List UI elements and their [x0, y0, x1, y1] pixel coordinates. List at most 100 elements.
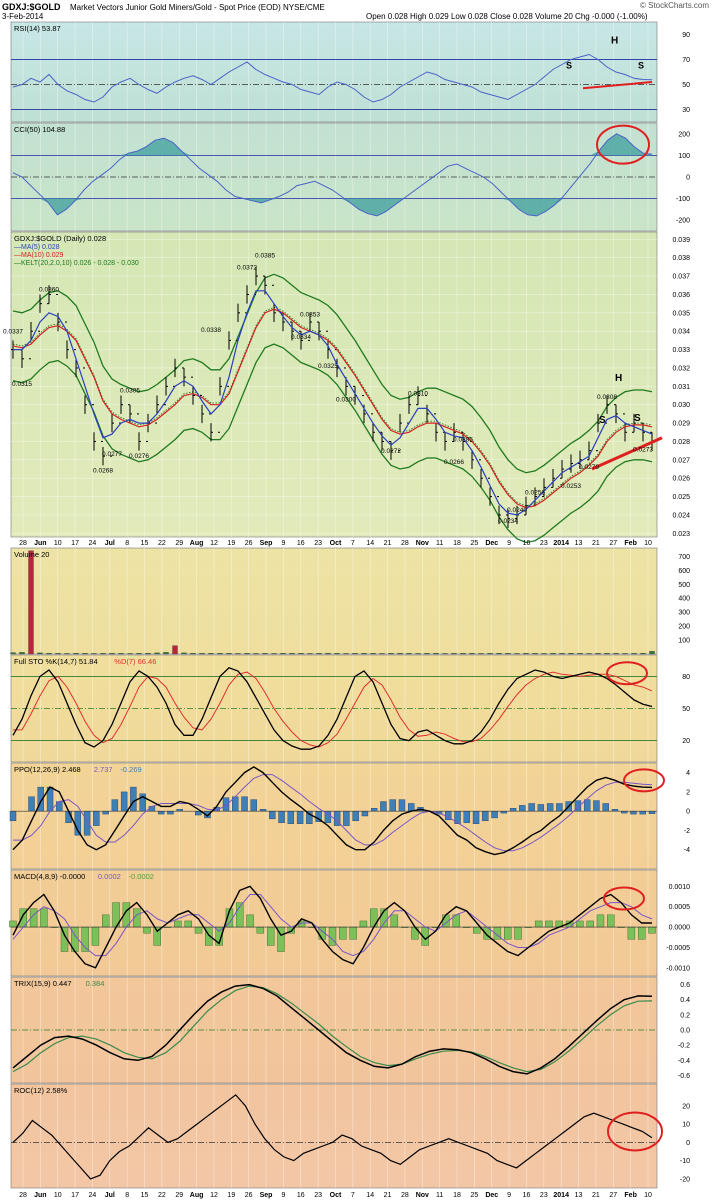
macd-highlight-circle [603, 886, 645, 911]
ppo-histogram-bar [583, 799, 591, 812]
price-x-axis-labels: 28 Jun 10 17 24 Jul 8 15 22 29 Aug 12 19 26 Sep 9 16 23 Oc… [19, 540, 652, 547]
price-panel [10, 231, 658, 538]
volume-layer: 700 600 500 400 300 200 100 Volume 20 [10, 550, 690, 655]
price-y-tick: 0.031 [672, 384, 690, 391]
price-y-tick: 0.036 [672, 292, 690, 299]
volume-bar [307, 653, 313, 655]
bottom-x-tick-label: Jun [34, 1192, 46, 1199]
price-x-tick-label: 15 [141, 540, 149, 547]
price-legend-keltner: —KELT(20,2.0,10) 0.026 - 0.028 - 0.030 [14, 260, 139, 267]
rsi-layer: S H S 90 70 50 30 RSI(14) 53.87 [11, 24, 690, 114]
price-x-tick-label: 26 [245, 540, 253, 547]
volume-y-tick: 300 [678, 610, 690, 617]
volume-bar [487, 653, 493, 655]
cci-highlight-circle [596, 124, 650, 165]
trix-line [12, 983, 653, 1075]
volume-bar [460, 653, 466, 655]
ppo-histogram-bar [463, 810, 470, 823]
bottom-x-tick-label: Dec [485, 1192, 498, 1199]
rsi-y-tick: 90 [682, 32, 690, 39]
volume-bar [253, 653, 259, 655]
bottom-x-tick-label: 24 [89, 1192, 97, 1199]
ppo-histogram-bar [389, 799, 396, 812]
macd-histogram-bar [648, 926, 656, 934]
macd-histogram-bar [339, 926, 347, 940]
bottom-x-tick-label: Oct [330, 1192, 342, 1199]
macd-legend: MACD(4,8,9) -0.0000 [14, 872, 85, 881]
volume-bar [523, 653, 529, 655]
price-x-tick-label: 23 [540, 540, 548, 547]
roc-panel [10, 1083, 658, 1189]
volume-bar [226, 653, 232, 655]
volume-bar [361, 653, 367, 655]
volume-bar [577, 653, 583, 655]
bottom-x-tick-label: 13 [575, 1192, 583, 1199]
volume-bar [217, 653, 223, 655]
price-x-tick-label: 21 [384, 540, 392, 547]
price-x-tick-label: 18 [453, 540, 461, 547]
cci-overbought-fill [13, 133, 652, 156]
volume-bar [118, 653, 124, 655]
volume-bar [388, 653, 394, 655]
ppo-histogram-bar [296, 810, 304, 824]
ppo-y-tick: -4 [684, 847, 690, 854]
price-x-tick-label: 10 [644, 540, 652, 547]
ppo-histogram-bar [93, 810, 100, 826]
macd-histogram-bar [576, 920, 584, 928]
volume-bar [424, 653, 430, 655]
volume-bar [433, 653, 439, 655]
volume-bar [145, 653, 151, 655]
ppo-histogram-bar [287, 810, 295, 824]
price-trendline [591, 436, 663, 471]
ppo-histogram-bar [639, 810, 646, 815]
volume-bar [37, 652, 43, 655]
ppo-histogram-bar [241, 796, 248, 812]
volume-bar [82, 653, 88, 655]
sto-y-tick: 80 [682, 674, 690, 681]
ppo-legend: PPO(12,26,9) 2.468 [14, 765, 81, 774]
ppo-histogram-bar [482, 810, 489, 822]
bottom-x-tick-label: 18 [453, 1192, 461, 1199]
symbol-title: GDXJ:$GOLD [2, 2, 61, 12]
ppo-y-tick: 2 [686, 789, 690, 796]
cci-y-tick: 200 [678, 131, 690, 138]
price-x-tick-label: 11 [436, 540, 443, 547]
roc-highlight-circle [607, 1111, 663, 1152]
bottom-x-tick-label: 2014 [553, 1192, 569, 1199]
bottom-x-tick-label: 16 [523, 1192, 531, 1199]
price-x-tick-label: Jun [34, 540, 46, 547]
price-point-label: 0.0253 [561, 483, 581, 490]
ppo-histogram-bar [519, 805, 526, 812]
price-point-label: 0.0273 [633, 446, 653, 453]
volume-y-tick: 700 [678, 554, 690, 561]
volume-bar [631, 653, 637, 655]
ppo-histogram-bar [509, 808, 517, 812]
volume-bar [163, 652, 169, 655]
price-x-tick-label: 16 [297, 540, 305, 547]
roc-layer: 20 10 0 -10 -20 ROC(12) 2.58% [11, 1086, 690, 1183]
sto-k-line [12, 667, 653, 750]
macd-histogram-bar [586, 920, 594, 928]
volume-bar [28, 550, 34, 655]
price-y-tick: 0.035 [672, 310, 690, 317]
volume-bar [442, 653, 448, 655]
bottom-x-tick-label: 12 [210, 1192, 218, 1199]
sto-y-tick: 20 [682, 738, 690, 745]
sto-legend: %D(7) 66.46 [114, 657, 156, 666]
cci-y-tick: -100 [676, 196, 690, 203]
volume-bar [190, 653, 196, 655]
macd-histogram-bar [174, 920, 182, 928]
rsi-trendline [582, 81, 653, 90]
rsi-annotation-head: H [611, 35, 618, 46]
volume-panel [10, 547, 658, 655]
bottom-x-tick-label: 10 [644, 1192, 652, 1199]
volume-bar [235, 653, 241, 655]
rsi-y-tick: 70 [682, 57, 690, 64]
sto-highlight-circle [606, 661, 648, 686]
ppo-histogram-bar [593, 800, 600, 812]
price-point-label: 0.0360 [39, 286, 59, 293]
price-point-label: 0.0308 [597, 394, 617, 401]
ppo-histogram-bar [9, 810, 17, 822]
price-point-label: 0.0315 [12, 381, 32, 388]
bottom-x-tick-label: Feb [624, 1192, 636, 1199]
